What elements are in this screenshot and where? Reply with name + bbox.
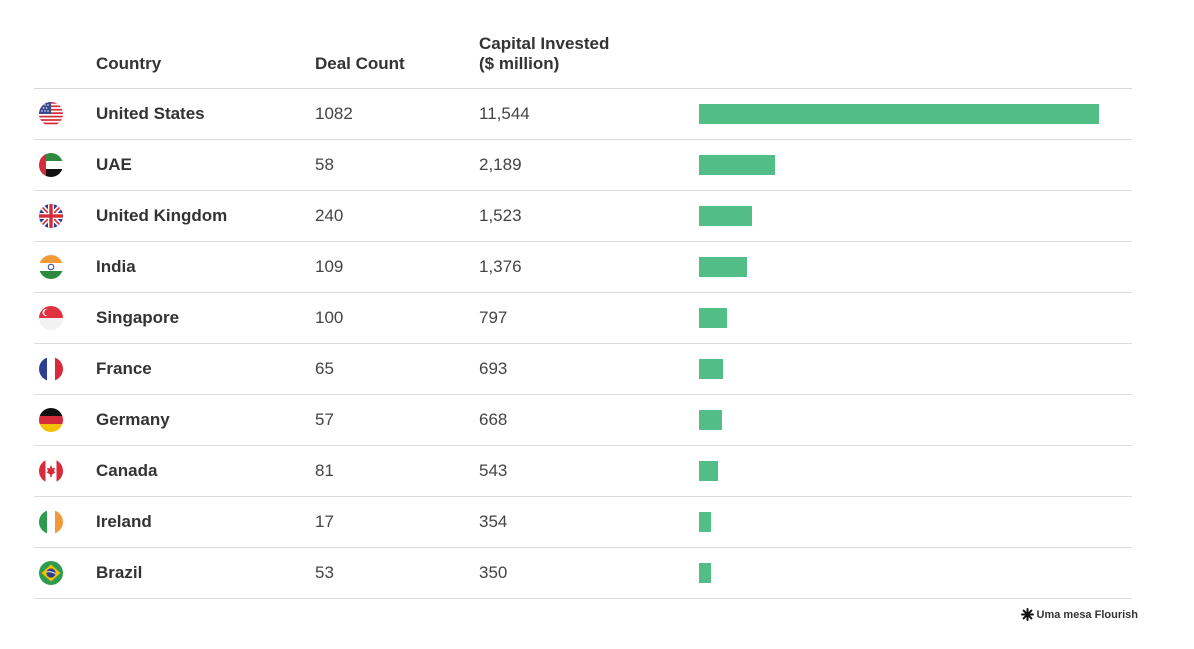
table-row: United States 1082 11,544: [34, 89, 1132, 140]
germany-flag-icon: [39, 408, 63, 432]
capital-invested-bar: [699, 206, 752, 226]
deal-count-value: 57: [315, 410, 334, 429]
capital-invested-value: 668: [479, 410, 508, 429]
us-flag-icon: [39, 102, 63, 126]
table-row: India 109 1,376: [34, 242, 1132, 293]
capital-invested-value: 1,523: [479, 206, 522, 225]
capital-invested-value: 2,189: [479, 155, 522, 174]
capital-invested-bar: [699, 512, 712, 532]
capital-invested-value: 354: [479, 512, 508, 531]
country-name: Canada: [96, 461, 158, 480]
table-header: Country Deal Count Capital Invested ($ m…: [34, 20, 1132, 89]
table-row: UAE 58 2,189: [34, 140, 1132, 191]
data-table: Country Deal Count Capital Invested ($ m…: [34, 20, 1132, 599]
table-row: Ireland 17 354: [34, 497, 1132, 548]
deal-count-value: 65: [315, 359, 334, 378]
table-row: Germany 57 668: [34, 395, 1132, 446]
country-name: UAE: [96, 155, 132, 174]
flourish-logo-icon: [1020, 608, 1034, 621]
table-body: United States 1082 11,544 UAE 58 2,189 Unite…: [34, 89, 1132, 599]
singapore-flag-icon: [39, 306, 63, 330]
table-row: France 65 693: [34, 344, 1132, 395]
capital-invested-value: 797: [479, 308, 508, 327]
capital-invested-value: 1,376: [479, 257, 522, 276]
capital-invested-value: 543: [479, 461, 508, 480]
capital-invested-bar: [699, 461, 718, 481]
canada-flag-icon: [39, 459, 63, 483]
capital-invested-bar: [699, 155, 775, 175]
country-name: United Kingdom: [96, 206, 228, 225]
table-row: Singapore 100 797: [34, 293, 1132, 344]
capital-invested-bar: [699, 359, 723, 379]
ireland-flag-icon: [39, 510, 63, 534]
country-name: Ireland: [96, 512, 152, 531]
deal-count-value: 100: [315, 308, 344, 327]
capital-invested-value: 693: [479, 359, 508, 378]
flourish-credit[interactable]: Uma mesa Flourish: [1020, 608, 1138, 621]
deal-count-value: 53: [315, 563, 334, 582]
country-name: Singapore: [96, 308, 180, 327]
france-flag-icon: [39, 357, 63, 381]
country-name: France: [96, 359, 152, 378]
column-header-country[interactable]: Country: [96, 54, 162, 73]
country-name: Brazil: [96, 563, 143, 582]
deal-count-value: 58: [315, 155, 334, 174]
deal-count-value: 17: [315, 512, 334, 531]
capital-invested-bar: [699, 563, 712, 583]
capital-invested-bar: [699, 308, 727, 328]
capital-invested-value: 11,544: [479, 104, 530, 123]
column-header-deal-count[interactable]: Deal Count: [315, 54, 405, 73]
table-row: Canada 81 543: [34, 446, 1132, 497]
deal-count-value: 1082: [315, 104, 353, 123]
column-header-capital-invested[interactable]: Capital Invested ($ million): [479, 34, 610, 73]
uae-flag-icon: [39, 153, 63, 177]
capital-invested-value: 350: [479, 563, 508, 582]
country-name: United States: [96, 104, 205, 123]
india-flag-icon: [39, 255, 63, 279]
brazil-flag-icon: [39, 561, 63, 585]
uk-flag-icon: [39, 204, 63, 228]
credit-label: Uma mesa Flourish: [1036, 608, 1138, 621]
country-name: Germany: [96, 410, 170, 429]
deal-count-value: 81: [315, 461, 334, 480]
capital-invested-bar: [699, 410, 723, 430]
country-name: India: [96, 257, 136, 276]
capital-invested-bar: [699, 257, 747, 277]
table-row: United Kingdom 240 1,523: [34, 191, 1132, 242]
table-row: Brazil 53 350: [34, 548, 1132, 599]
deal-count-value: 240: [315, 206, 344, 225]
capital-invested-bar: [699, 104, 1099, 124]
deal-count-value: 109: [315, 257, 344, 276]
